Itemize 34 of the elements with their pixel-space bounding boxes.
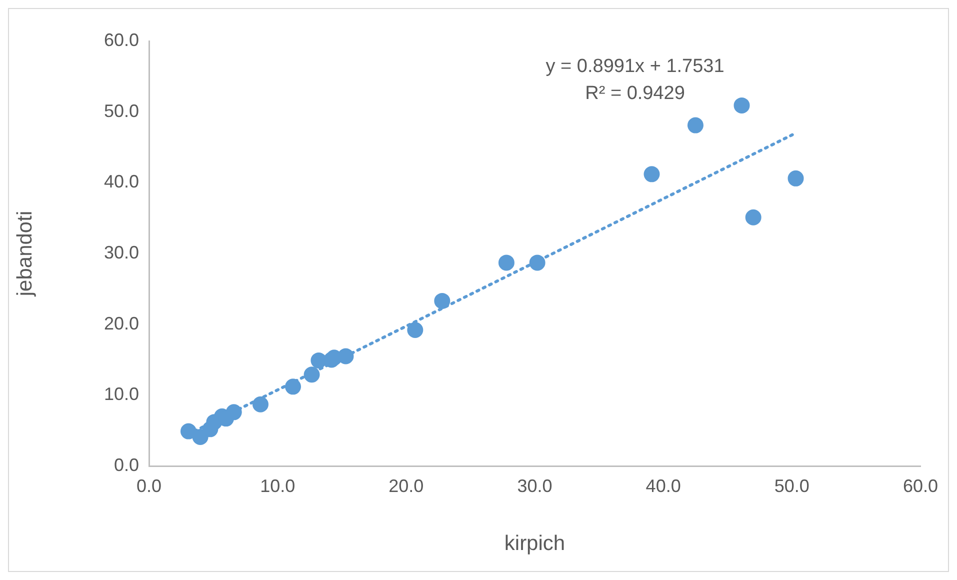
y-tick-label: 60.0 [104,30,139,50]
point [407,322,424,338]
point [285,378,302,395]
point [434,292,450,309]
y-axis-title: jebandoti [13,210,36,298]
point [338,348,354,364]
x-axis-title: kirpich [504,532,566,556]
x-tick-label: 50.0 [774,476,810,496]
point [498,254,514,271]
y-tick-label: 30.0 [104,242,139,262]
y-tick-label: 10.0 [104,384,139,404]
point [745,209,762,226]
x-tick-label: 20.0 [388,476,424,496]
x-tick-label: 30.0 [517,476,552,496]
point [734,97,750,114]
point [310,352,327,368]
y-tick-label: 0.0 [114,454,139,475]
x-tick-label: 10.0 [260,476,296,496]
y-tick-label: 20.0 [104,313,139,334]
annotation: y = 0.8991x + 1.7531 [546,56,724,78]
point [180,423,196,440]
point [687,117,704,134]
annotation: R² = 0.9429 [585,83,685,104]
point [529,254,546,271]
y-tick-label: 40.0 [104,172,139,192]
point [644,166,660,182]
y-tick-label: 50.0 [104,100,139,121]
x-tick-label: 40.0 [646,476,681,496]
point [226,404,242,420]
point [304,366,320,383]
point [252,396,268,412]
x-tick-label: 60.0 [902,476,938,496]
x-tick-label: 0.0 [136,476,162,496]
point [788,170,804,186]
